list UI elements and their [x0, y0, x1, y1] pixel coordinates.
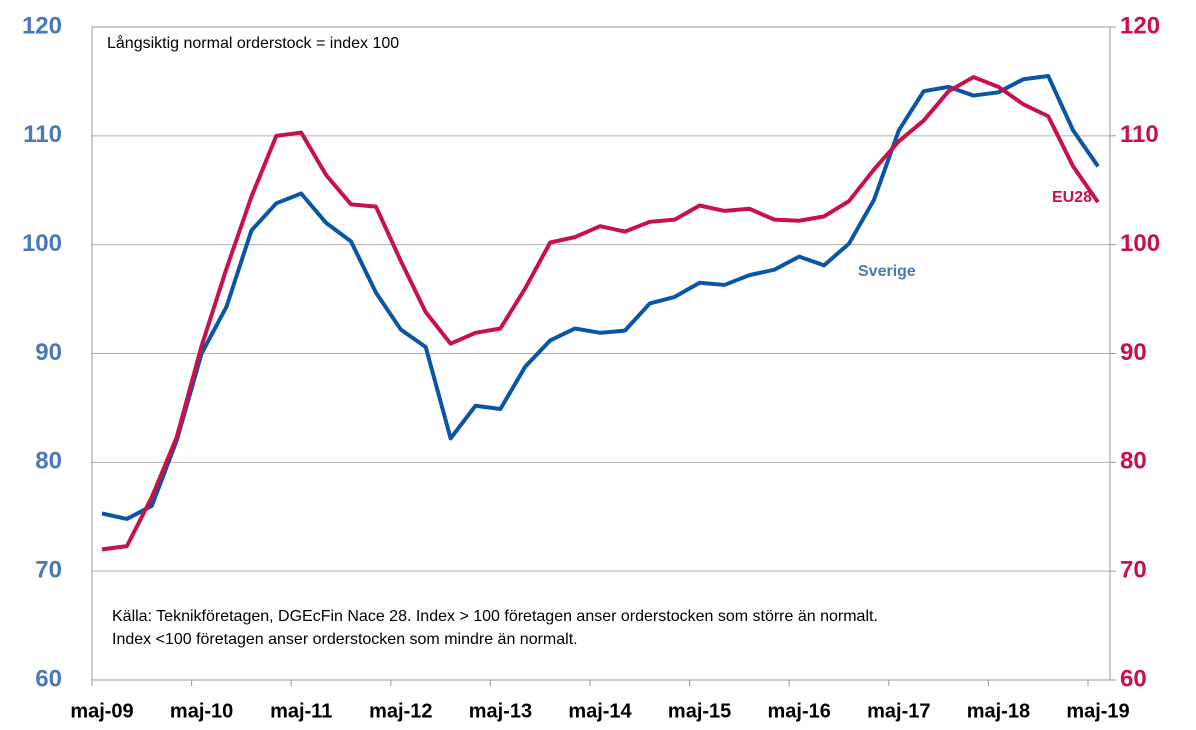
x-tick-label: maj-13	[469, 700, 532, 722]
annotation: Långsiktig normal orderstock = index 100	[107, 34, 399, 52]
x-tick-label: maj-18	[967, 700, 1030, 722]
x-tick-label: maj-16	[768, 700, 831, 722]
x-tick-label: maj-19	[1066, 700, 1129, 722]
annotation: Index <100 företagen anser orderstocken …	[112, 631, 578, 648]
x-tick-label: maj-17	[867, 700, 930, 722]
y-tick-label: 110	[23, 121, 62, 148]
x-tick-label: maj-09	[70, 700, 133, 722]
y2-tick-label: 100	[1120, 230, 1160, 257]
x-tick-label: maj-10	[170, 700, 233, 722]
y2-tick-label: 120	[1120, 12, 1160, 39]
x-tick-label: maj-15	[668, 700, 731, 722]
y2-tick-label: 60	[1120, 665, 1147, 692]
series-line	[101, 75, 1100, 552]
series-label: Sverige	[858, 263, 916, 280]
annotation: Källa: Teknikföretagen, DGEcFin Nace 28.…	[112, 608, 878, 625]
y2-tick-label: 70	[1120, 557, 1147, 584]
y2-tick-label: 90	[1120, 339, 1147, 366]
y-tick-label: 70	[35, 557, 62, 584]
y2-tick-label: 110	[1120, 121, 1159, 148]
y2-tick-label: 80	[1120, 448, 1147, 475]
series-label: EU28	[1052, 189, 1092, 206]
x-tick-label: maj-12	[369, 700, 432, 722]
x-tick-label: maj-14	[568, 700, 632, 722]
y-tick-label: 80	[35, 448, 62, 475]
y-tick-label: 60	[35, 665, 62, 692]
y-tick-label: 100	[22, 230, 62, 257]
y-tick-label: 120	[22, 12, 62, 39]
x-tick-label: maj-11	[270, 700, 332, 722]
y-tick-label: 90	[35, 339, 62, 366]
series-line	[101, 73, 1100, 521]
